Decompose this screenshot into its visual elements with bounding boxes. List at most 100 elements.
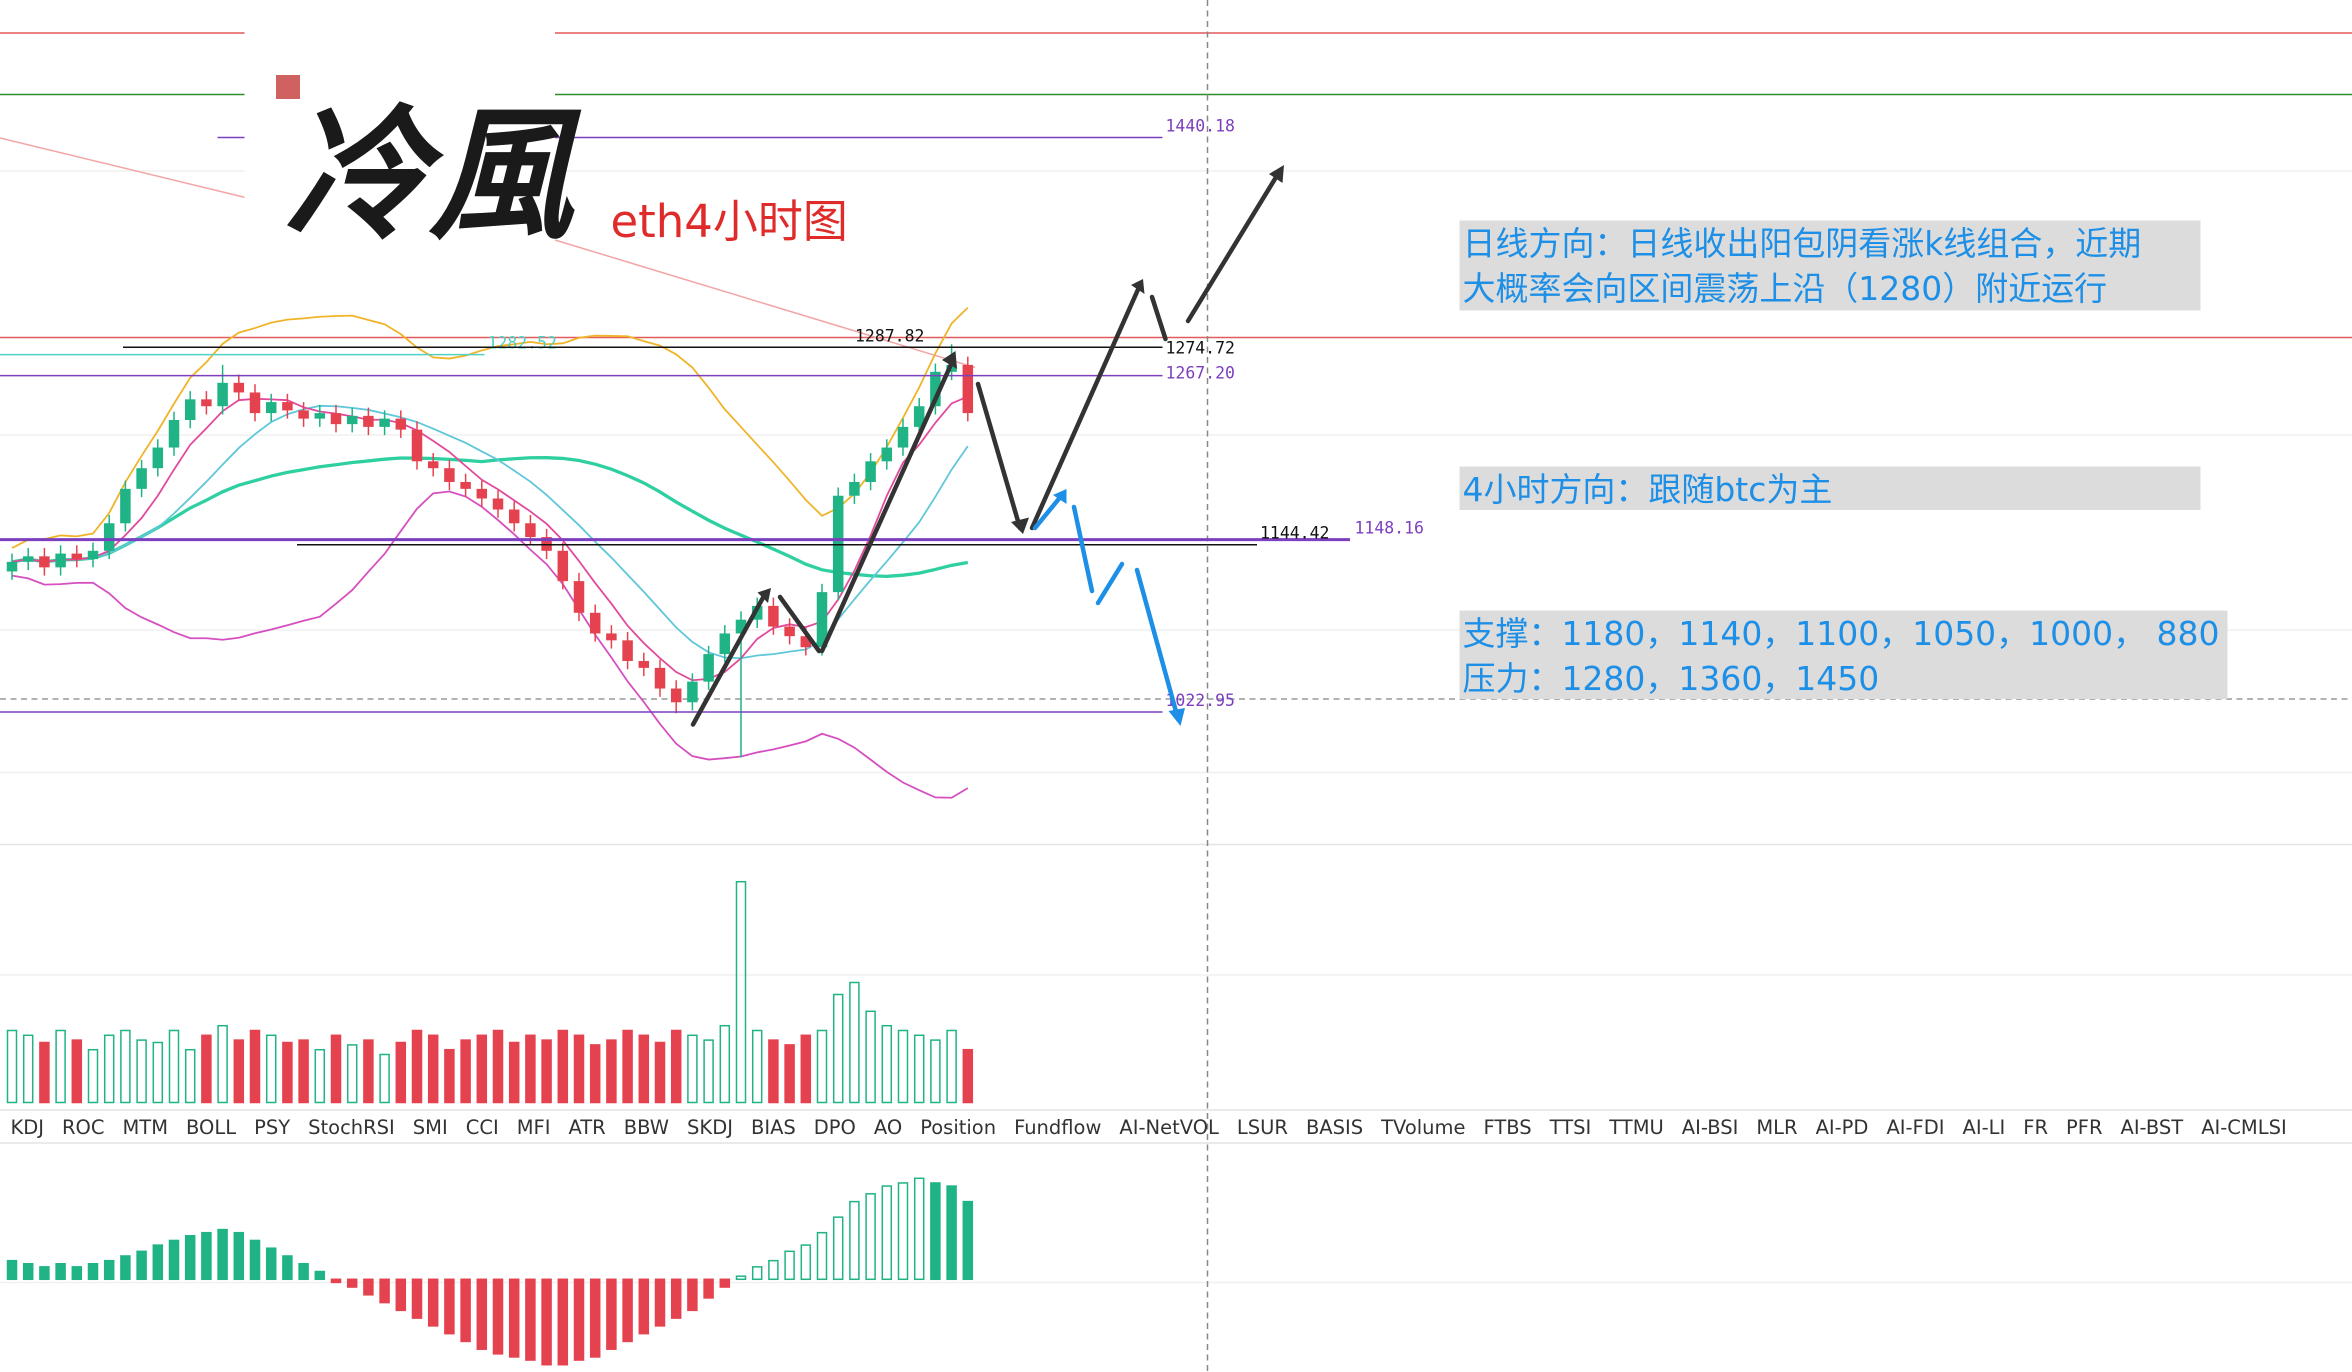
indicator-tab[interactable]: Position [920, 1116, 996, 1139]
candle-body [363, 415, 374, 427]
volume-bar [444, 1048, 455, 1104]
candle-body [832, 495, 844, 593]
indicator-tab[interactable]: ROC [62, 1116, 104, 1139]
macd-bar [541, 1278, 552, 1366]
price-label: 1148.16 [1354, 519, 1423, 538]
indicator-tab[interactable]: CCI [466, 1116, 499, 1139]
macd-bar [525, 1278, 536, 1361]
candle-body [962, 364, 974, 414]
indicator-tab[interactable]: AI-BST [2121, 1116, 2184, 1139]
indicator-tab[interactable]: FR [2023, 1116, 2048, 1139]
macd-bar [881, 1185, 893, 1281]
indicator-tab[interactable]: BBW [624, 1116, 669, 1139]
indicator-tab[interactable]: LSUR [1237, 1116, 1288, 1139]
indicator-tab[interactable]: MTM [123, 1116, 169, 1139]
macd-bar [314, 1270, 326, 1281]
macd-bar [784, 1250, 795, 1281]
price-label: 1022.95 [1166, 691, 1235, 710]
macd-bar [735, 1275, 747, 1281]
price-label: 1282.52 [488, 334, 557, 353]
indicator-tab[interactable]: MFI [517, 1116, 551, 1139]
volume-bar [411, 1029, 423, 1104]
annotation-box [1459, 220, 2201, 311]
volume-bar [638, 1034, 650, 1104]
indicator-tab[interactable]: AI-CMLSI [2201, 1116, 2286, 1139]
candle-body [103, 523, 115, 551]
volume-bar [217, 1024, 228, 1104]
logo-seal [276, 74, 301, 99]
indicator-tab[interactable]: TTMU [1608, 1116, 1664, 1139]
indicator-tab[interactable]: AO [874, 1116, 902, 1139]
volume-bar [460, 1039, 471, 1104]
volume-bar [751, 1029, 763, 1104]
volume-bar [249, 1029, 261, 1104]
volume-bar [589, 1044, 601, 1104]
candle-body [249, 392, 261, 414]
indicator-tab[interactable]: AI-BSI [1682, 1116, 1739, 1139]
macd-bar [849, 1200, 860, 1281]
candle-body [913, 406, 925, 427]
candle-body [865, 461, 876, 482]
macd-bar [573, 1278, 585, 1361]
candle-body [573, 581, 585, 613]
volume-bar [476, 1034, 488, 1104]
price-label: 1267.20 [1166, 364, 1235, 383]
volume-bar [136, 1039, 147, 1104]
indicator-tab[interactable]: PFR [2066, 1116, 2103, 1139]
indicator-tab[interactable]: BIAS [751, 1116, 796, 1139]
price-pane [6, 306, 974, 1366]
macd-bar [962, 1200, 974, 1281]
macd-bar [103, 1259, 115, 1281]
indicator-tab[interactable]: AI-PD [1816, 1116, 1869, 1139]
macd-bar [719, 1278, 731, 1288]
volume-bar [6, 1029, 18, 1104]
volume-bar [557, 1029, 569, 1104]
indicator-tab[interactable]: StochRSI [308, 1116, 395, 1139]
candle-body [411, 429, 423, 462]
candle-body [589, 612, 601, 634]
indicator-tab[interactable]: AI-NetVOL [1119, 1116, 1219, 1139]
indicator-tab[interactable]: FTBS [1484, 1116, 1532, 1139]
indicator-line [11, 306, 969, 549]
volume-bar [800, 1034, 812, 1104]
macd-bar [55, 1262, 66, 1281]
macd-bar [751, 1266, 763, 1281]
indicator-tab[interactable]: MLR [1756, 1116, 1797, 1139]
indicator-tab[interactable]: TVolume [1380, 1116, 1465, 1139]
indicator-tab[interactable]: SMI [413, 1116, 448, 1139]
indicator-tab[interactable]: PSY [254, 1116, 290, 1139]
indicator-tab[interactable]: AI-LI [1963, 1116, 2006, 1139]
macd-bar [120, 1255, 131, 1281]
candle-body [120, 488, 131, 524]
volume-bar [71, 1039, 83, 1104]
indicator-tab[interactable]: BASIS [1306, 1116, 1363, 1139]
volume-bar [654, 1041, 666, 1104]
indicator-tab[interactable]: DPO [814, 1116, 856, 1139]
macd-bar [930, 1182, 941, 1281]
macd-bar [638, 1278, 650, 1335]
candle-body [849, 481, 860, 496]
macd-bar [589, 1278, 601, 1358]
volume-bar [962, 1048, 974, 1104]
macd-bar [427, 1278, 439, 1327]
indicator-tab[interactable]: TTSI [1549, 1116, 1592, 1139]
volume-bar [184, 1048, 196, 1104]
indicator-line [11, 456, 969, 578]
indicator-tab[interactable]: BOLL [186, 1116, 236, 1139]
candle-body [881, 447, 893, 462]
volume-bar [832, 993, 844, 1104]
macd-bar [22, 1262, 34, 1281]
indicator-tab[interactable]: KDJ [11, 1116, 45, 1139]
volume-bar [346, 1044, 358, 1104]
candle-body [557, 550, 569, 582]
indicator-tab[interactable]: ATR [568, 1116, 605, 1139]
macd-bar [6, 1259, 18, 1281]
indicator-tab[interactable]: SKDJ [687, 1116, 733, 1139]
volume-bar [913, 1034, 925, 1104]
indicator-tab[interactable]: Fundflow [1014, 1116, 1101, 1139]
macd-bar [168, 1239, 180, 1281]
candle-body [168, 419, 180, 448]
macd-bar [265, 1247, 277, 1281]
indicator-tab[interactable]: AI-FDI [1886, 1116, 1944, 1139]
annotation-text: 大概率会向区间震荡上沿（1280）附近运行 [1462, 269, 2107, 308]
